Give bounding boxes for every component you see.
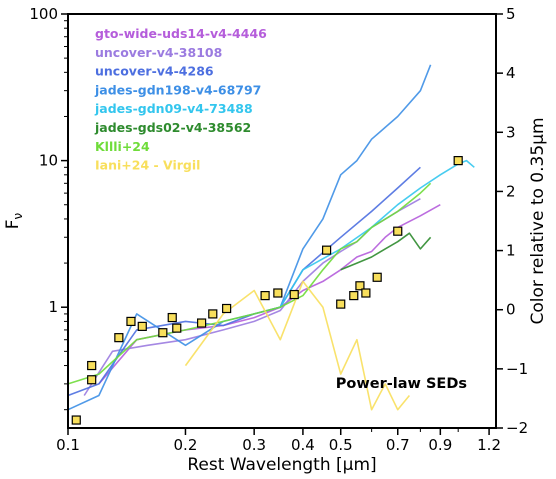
y-right-axis-ticks: −2 −1 0 1 2 3 4 5 — [496, 5, 528, 437]
power-law-marker — [361, 288, 371, 298]
legend-entry: uncover-v4-38108 — [95, 45, 222, 60]
y-right-tick-label: −1 — [506, 360, 528, 378]
y-tick-label: 10 — [39, 152, 58, 170]
x-tick-label: 0.4 — [291, 436, 315, 454]
x-tick-label: 1.2 — [477, 436, 501, 454]
y-right-tick-label: 3 — [506, 123, 516, 141]
power-law-marker — [336, 299, 346, 309]
power-law-marker — [197, 318, 207, 328]
power-law-marker — [273, 288, 283, 298]
power-law-marker — [222, 303, 232, 314]
x-tick-label: 0.7 — [386, 436, 410, 454]
x-tick-label: 0.5 — [329, 436, 353, 454]
series-line-6 — [67, 182, 432, 385]
y-tick-label: 100 — [29, 5, 58, 23]
x-axis-label: Rest Wavelength [μm] — [187, 455, 376, 475]
power-law-marker — [114, 333, 124, 343]
x-tick-label: 0.1 — [56, 436, 80, 454]
y-right-tick-label: 4 — [506, 64, 516, 82]
spectra-traces — [67, 64, 475, 411]
y-right-axis-label: Color relative to 0.35μm — [528, 117, 548, 324]
legend-entry: jades-gdn09-v4-73488 — [94, 101, 253, 116]
x-tick-label: 0.9 — [428, 436, 452, 454]
legend-entry: jades-gds02-v4-38562 — [94, 120, 251, 135]
series-line-3 — [67, 64, 432, 411]
y-tick-label: 1 — [48, 298, 58, 316]
legend: gto-wide-uds14-v4-4446 uncover-v4-38108 un… — [94, 26, 267, 173]
y-right-tick-label: −2 — [506, 419, 528, 437]
series-line-4 — [279, 159, 475, 308]
power-law-marker — [260, 291, 270, 301]
y-axis-label: Fν — [3, 212, 25, 229]
power-law-marker — [158, 328, 168, 338]
power-law-marker — [126, 316, 136, 327]
x-tick-label: 0.3 — [242, 436, 266, 454]
legend-entry: jades-gdn198-v4-68797 — [94, 82, 261, 97]
y-right-tick-label: 0 — [506, 301, 516, 319]
power-law-marker — [87, 375, 97, 385]
legend-entry: Kllli+24 — [95, 139, 150, 154]
x-tick-label: 0.2 — [174, 436, 198, 454]
series-line-2 — [67, 166, 421, 397]
y-right-tick-label: 2 — [506, 182, 516, 200]
legend-entry: gto-wide-uds14-v4-4446 — [95, 26, 267, 41]
y-right-tick-label: 5 — [506, 5, 516, 23]
power-law-marker — [172, 323, 182, 333]
power-law-marker — [167, 312, 177, 323]
power-law-marker — [137, 321, 147, 331]
power-law-marker — [349, 291, 359, 301]
y-right-tick-label: 1 — [506, 242, 516, 260]
power-law-annotation: Power-law SEDs — [336, 376, 467, 392]
power-law-marker — [87, 360, 97, 371]
x-axis-ticks: 0.1 0.2 0.3 0.4 0.5 0.7 0.9 1.2 — [56, 428, 501, 454]
power-law-marker — [355, 281, 365, 291]
power-law-marker — [71, 415, 81, 425]
power-law-marker — [372, 272, 382, 282]
legend-entry: uncover-v4-4286 — [95, 64, 214, 79]
series-line-7 — [184, 280, 411, 411]
power-law-markers — [71, 156, 463, 425]
legend-entry: Iani+24 - Virgil — [95, 158, 200, 173]
power-law-marker — [393, 226, 403, 236]
series-line-5 — [340, 232, 432, 271]
power-law-marker — [453, 156, 463, 166]
power-law-marker — [321, 245, 332, 255]
power-law-marker — [208, 309, 218, 319]
power-law-marker — [289, 289, 299, 300]
plot-frame — [67, 13, 497, 429]
y-axis-ticks: 1 10 100 — [29, 5, 68, 411]
